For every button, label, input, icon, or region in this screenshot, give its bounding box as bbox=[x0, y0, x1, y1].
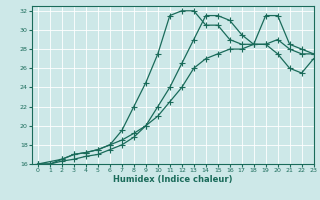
X-axis label: Humidex (Indice chaleur): Humidex (Indice chaleur) bbox=[113, 175, 233, 184]
